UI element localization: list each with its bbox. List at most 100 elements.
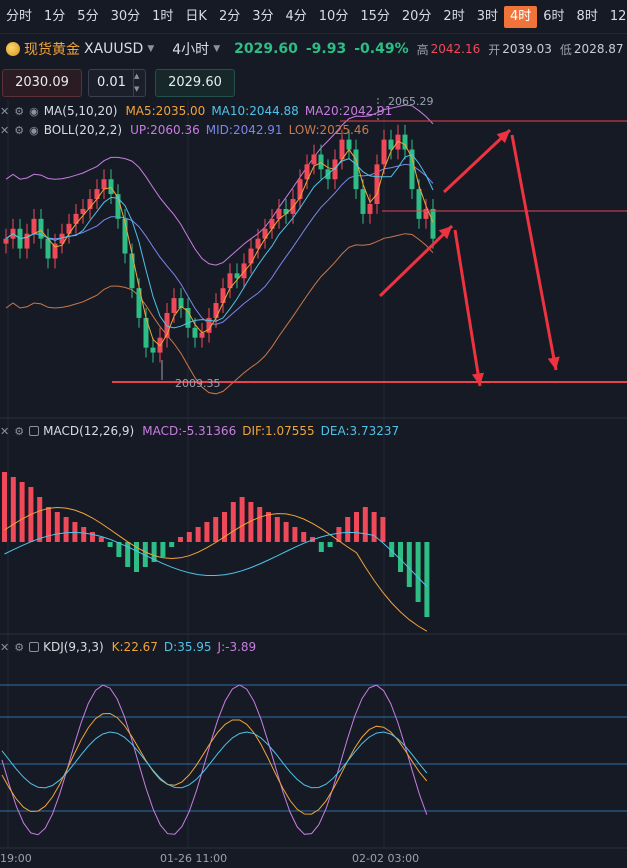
candle-body xyxy=(38,218,44,239)
candle-body xyxy=(101,179,107,190)
candle-body xyxy=(276,208,282,219)
stepper-arrows-icon[interactable]: ▲ ▼ xyxy=(133,70,145,96)
time-axis-label: 02-02 03:00 xyxy=(352,852,420,865)
candle-body xyxy=(339,139,345,160)
macd-histogram-bar xyxy=(336,527,342,542)
macd-histogram-bar xyxy=(345,517,351,542)
macd-histogram-bar xyxy=(178,537,183,542)
symbol-code[interactable]: XAUUSD xyxy=(84,41,144,57)
low-price-mark: 2009.35 xyxy=(175,377,221,390)
arrow-head-icon xyxy=(496,130,510,144)
candle-body xyxy=(255,238,261,249)
timeframe-tab[interactable]: 6时 xyxy=(543,8,565,24)
candle-body xyxy=(346,139,352,150)
buy-price-button[interactable]: 2029.60 xyxy=(155,69,235,97)
macd-histogram-bar xyxy=(389,542,395,557)
candle-body xyxy=(360,189,366,214)
timeframe-tab[interactable]: 30分 xyxy=(110,8,141,24)
period-selector[interactable]: 4小时 xyxy=(172,42,210,58)
boll-legend: ✕ ⚙ ◉ BOLL(20,2,2) UP:2060.36 MID:2042.9… xyxy=(0,123,369,137)
symbol-dropdown-icon[interactable]: ▼ xyxy=(147,44,155,54)
candle-body xyxy=(80,208,86,214)
macd-histogram-bar xyxy=(107,542,113,547)
timeframe-tab[interactable]: 日K xyxy=(185,8,207,24)
macd-histogram-bar xyxy=(204,522,210,542)
candle-body xyxy=(143,317,149,348)
candle-body xyxy=(416,189,422,219)
gear-icon[interactable]: ⚙ xyxy=(14,123,25,137)
timeframe-tab[interactable]: 10分 xyxy=(318,8,349,24)
close-icon[interactable]: ✕ xyxy=(0,123,10,137)
candle-body xyxy=(283,208,289,214)
ma5-value: MA5:2035.00 xyxy=(125,104,206,118)
candle-body xyxy=(73,213,79,224)
d-value: D:35.95 xyxy=(163,640,212,654)
candle-body xyxy=(297,179,303,200)
macd-histogram-bar xyxy=(169,542,175,547)
price-change-pct: -0.49% xyxy=(354,41,409,57)
kdj-name: KDJ(9,3,3) xyxy=(43,640,104,654)
low-value: 2028.87 xyxy=(573,42,624,56)
candle-body xyxy=(185,308,191,328)
timeframe-tab[interactable]: 8时 xyxy=(576,8,598,24)
quantity-stepper[interactable]: 0.01 ▲ ▼ xyxy=(88,69,146,97)
dif-line xyxy=(4,506,428,632)
sell-price-button[interactable]: 2030.09 xyxy=(2,69,82,97)
gear-icon[interactable]: ⚙ xyxy=(14,424,25,438)
timeframe-tab[interactable]: 4时 xyxy=(503,5,538,28)
macd-value: MACD:-5.31366 xyxy=(142,424,237,438)
candle-body xyxy=(234,273,240,279)
candle-body xyxy=(199,332,205,338)
macd-histogram-bar xyxy=(222,512,227,542)
candle-body xyxy=(262,228,268,239)
macd-histogram-bar xyxy=(318,542,324,552)
ma20-value: MA20:2042.91 xyxy=(304,104,393,118)
arrow-head-icon xyxy=(471,372,485,386)
symbol-name[interactable]: 现货黄金 xyxy=(24,42,80,58)
macd-histogram-bar xyxy=(116,542,122,557)
timeframe-tab[interactable]: 1分 xyxy=(44,8,66,24)
order-bar: 2030.09 0.01 ▲ ▼ 2029.60 xyxy=(0,66,627,98)
candle-body xyxy=(402,134,408,150)
timeframe-tab[interactable]: 1时 xyxy=(152,8,174,24)
timeframe-tab[interactable]: 12时 xyxy=(609,8,627,24)
high-price-mark: 2065.29 xyxy=(388,95,434,108)
timeframe-tab[interactable]: 2分 xyxy=(218,8,241,24)
candle-body xyxy=(59,233,65,244)
timeframe-tab[interactable]: 20分 xyxy=(401,8,432,24)
candle-body xyxy=(3,238,9,244)
timeframe-tab[interactable]: 15分 xyxy=(360,8,390,24)
close-icon[interactable]: ✕ xyxy=(0,424,10,438)
quantity-value: 0.01 xyxy=(97,75,126,90)
fullscreen-icon[interactable] xyxy=(29,642,40,652)
high-value: 2042.16 xyxy=(430,42,481,56)
macd-histogram-bar xyxy=(327,542,333,547)
eye-icon[interactable]: ◉ xyxy=(29,104,39,118)
timeframe-tab[interactable]: 分时 xyxy=(6,8,33,24)
period-dropdown-icon[interactable]: ▼ xyxy=(213,44,221,54)
candle-body xyxy=(248,248,254,264)
close-icon[interactable]: ✕ xyxy=(0,104,10,118)
timeframe-tab[interactable]: 2时 xyxy=(443,8,465,24)
fullscreen-icon[interactable] xyxy=(29,426,40,436)
gear-icon[interactable]: ⚙ xyxy=(14,640,25,654)
dea-value: DEA:3.73237 xyxy=(320,424,400,438)
trend-arrow xyxy=(378,224,454,298)
timeframe-tab[interactable]: 3分 xyxy=(252,8,274,24)
j-value: J:-3.89 xyxy=(217,640,257,654)
timeframe-tab[interactable]: 5分 xyxy=(77,8,99,24)
boll-upper-line xyxy=(5,104,434,266)
ma10-value: MA10:2044.88 xyxy=(211,104,299,118)
eye-icon[interactable]: ◉ xyxy=(29,123,39,137)
timeframe-tab[interactable]: 4分 xyxy=(285,8,307,24)
boll-low-value: LOW:2025.46 xyxy=(288,123,370,137)
macd-histogram-bar xyxy=(134,542,139,572)
macd-histogram-bar xyxy=(125,542,131,567)
macd-histogram-bar xyxy=(354,512,359,542)
ma-name: MA(5,10,20) xyxy=(43,104,118,118)
gear-icon[interactable]: ⚙ xyxy=(14,104,25,118)
timeframe-tab[interactable]: 3时 xyxy=(476,8,498,24)
time-axis-label: 01-26 11:00 xyxy=(160,852,228,865)
close-icon[interactable]: ✕ xyxy=(0,640,10,654)
